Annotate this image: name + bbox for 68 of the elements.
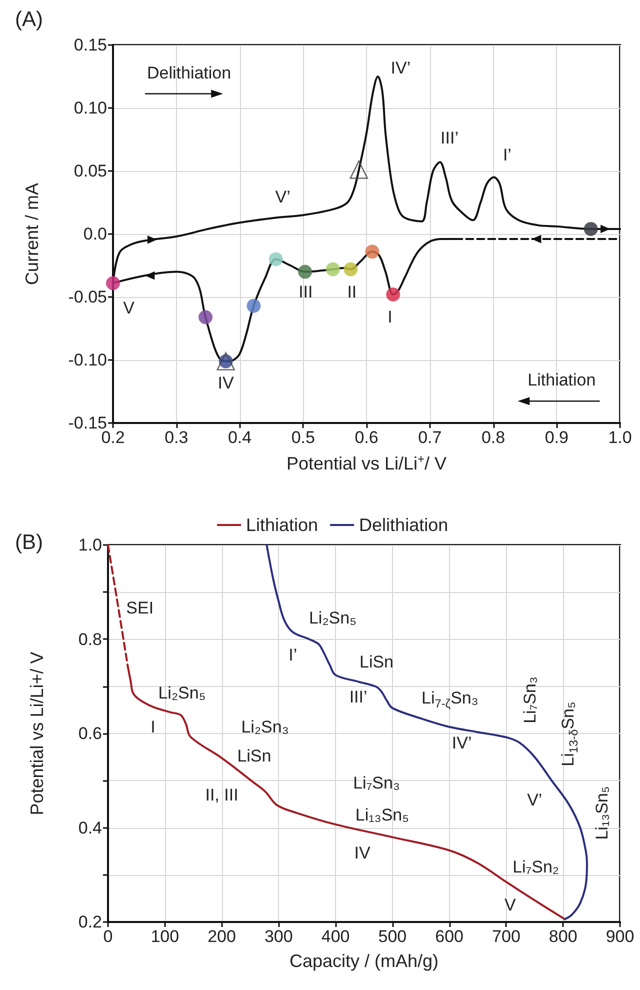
annotation: Delithiation (146, 63, 232, 82)
y-tick-label: 0.05 (74, 162, 107, 180)
legend-label: Delithiation (359, 515, 448, 535)
annotation: Li₁₃Sn₅ (592, 786, 612, 840)
x-tick-label: 0.9 (544, 428, 568, 447)
x-tick-label: 0.4 (228, 428, 252, 447)
x-tick-label: 700 (492, 927, 520, 946)
annotation: Li₂Sn₅ (158, 683, 206, 702)
annotation: V (123, 298, 135, 318)
annotation: I (388, 308, 392, 327)
chart-title: (B) (15, 531, 43, 554)
y-tick-label: 0.0 (83, 224, 107, 244)
x-tick-label: 200 (208, 927, 236, 946)
x-tick-label: 100 (150, 927, 180, 946)
x-tick-label: 1.0 (608, 428, 632, 447)
y-tick-label: 0.4 (78, 818, 102, 838)
x-tick-label: 0.3 (164, 428, 188, 447)
x-tick-label: 0.6 (354, 428, 378, 447)
y-axis-title: Potential vs Li/Li+/ V (27, 652, 47, 816)
x-tick-label: 0 (103, 927, 113, 946)
annotation: Li$_{7-ζ}$Sn₃ (422, 688, 478, 711)
y-tick-label: -0.10 (68, 350, 107, 370)
x-tick-label: 0.7 (418, 428, 442, 447)
chart-title: (A) (15, 8, 43, 31)
y-tick-label: 0.2 (78, 912, 102, 932)
x-tick-label: 900 (606, 927, 634, 946)
annotation: V (504, 896, 516, 915)
annotation: IV (218, 373, 234, 392)
y-tick-label: 1.0 (78, 536, 102, 554)
annotation: V’ (275, 188, 290, 207)
annotation: Li₇Sn₃ (520, 676, 540, 724)
x-tick-label: 0.5 (291, 428, 315, 447)
annotation: Lithiation (528, 370, 596, 390)
y-tick-label: 0.10 (74, 98, 107, 118)
y-tick-label: -0.05 (68, 288, 107, 306)
annotation: III’ (440, 128, 458, 148)
x-tick-label: 800 (548, 927, 578, 946)
x-tick-label: 500 (378, 927, 407, 946)
annotation: IV (354, 844, 370, 863)
annotation: IV’ (390, 58, 411, 78)
annotation: LiSn (359, 652, 394, 672)
legend-label: Lithiation (246, 515, 318, 535)
annotation: I’ (288, 646, 298, 665)
x-tick-label: 400 (321, 927, 350, 946)
annotation: III (298, 282, 313, 302)
annotation: II, III (205, 786, 238, 805)
annotation: V’ (527, 790, 542, 810)
x-tick-label: 0.8 (481, 428, 506, 447)
y-tick-label: 0.6 (78, 724, 102, 743)
x-tick-label: 300 (264, 927, 293, 946)
y-tick-label: 0.8 (78, 630, 102, 649)
annotation: I’ (502, 145, 512, 164)
annotation: Li₇Sn₃ (353, 773, 400, 792)
x-axis-title: Potential vs Li/Li+/ V (286, 452, 447, 474)
annotation: SEI (126, 598, 154, 618)
annotation: Li₇Sn₂ (512, 857, 560, 876)
annotation: III’ (349, 687, 368, 706)
annotation: I (150, 717, 156, 736)
x-tick-label: 600 (435, 927, 464, 946)
annotation: LiSn (237, 746, 272, 766)
annotation: Li₂Sn₅ (308, 608, 356, 628)
annotation: IV’ (452, 733, 472, 752)
y-tick-label: 0.15 (74, 36, 107, 54)
annotation: Li₁₃Sn₅ (355, 806, 409, 825)
annotation: II (347, 282, 357, 302)
x-axis-title: Capacity / (mAh/g) (289, 951, 439, 971)
annotation: Li₂Sn₃ (241, 717, 289, 736)
y-axis-title: Current / mA (22, 182, 42, 286)
